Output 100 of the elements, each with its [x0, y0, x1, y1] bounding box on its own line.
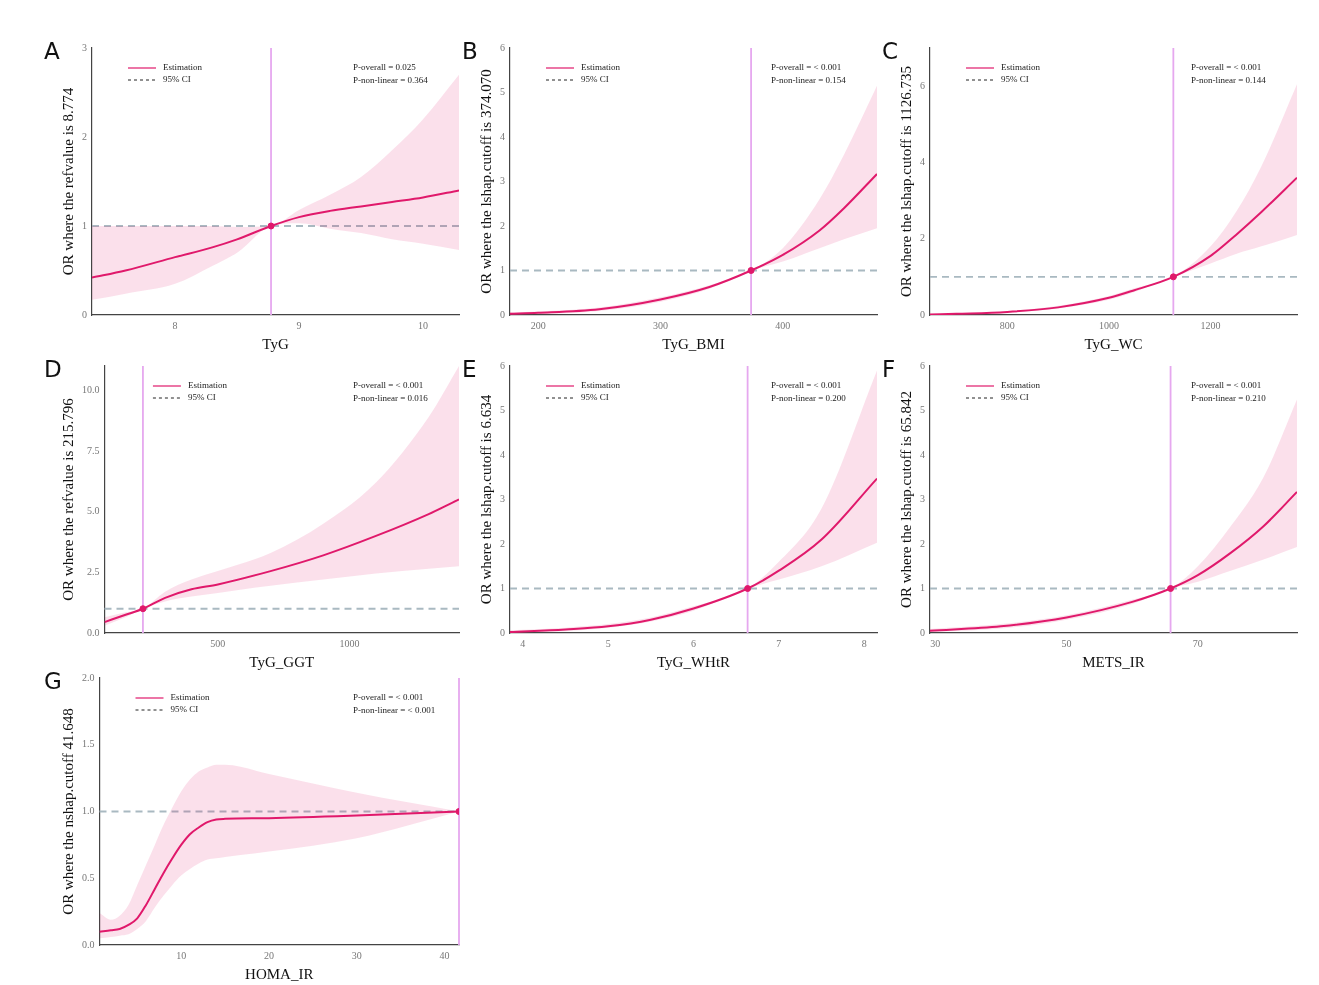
annotation: 95% CI — [1001, 74, 1029, 85]
y-tick-label: 2.0 — [82, 671, 95, 683]
y-tick-label: 0.0 — [87, 626, 100, 638]
x-tick-label: 10 — [418, 319, 429, 331]
y-tick-label: 3 — [500, 175, 505, 187]
x-axis-title: TyG_WHtR — [656, 653, 731, 670]
y-tick-label: 3 — [500, 493, 505, 505]
annotation: P-non-linear = 0.016 — [353, 393, 429, 404]
y-tick-label: 5 — [500, 404, 505, 416]
y-tick-label: 0 — [500, 308, 505, 320]
y-tick-label: 5 — [920, 404, 925, 416]
y-tick-label: 0 — [82, 308, 87, 320]
y-tick-label: 6 — [500, 359, 505, 371]
legend-label: Estimation — [581, 62, 621, 73]
y-tick-label: 7.5 — [87, 444, 100, 456]
y-axis-title: OR where the lshap.cutoff is 65.842 — [897, 391, 914, 608]
y-tick-label: 1 — [82, 219, 87, 231]
y-axis-title: OR where the lshap.cutoff is 1126.735 — [897, 65, 914, 298]
y-tick-label: 5.0 — [87, 505, 100, 517]
x-tick-label: 50 — [1061, 637, 1072, 649]
y-tick-label: 4 — [500, 448, 505, 460]
y-tick-label: 3 — [920, 493, 925, 505]
annotation: P-overall = < 0.001 — [771, 380, 842, 391]
y-tick-label: 4 — [500, 130, 505, 142]
annotation: 95% CI — [581, 74, 609, 85]
annotation: P-overall = 0.025 — [353, 62, 417, 73]
x-axis-title: HOMA_IR — [245, 965, 314, 982]
x-tick-label: 5 — [605, 637, 611, 649]
x-tick-label: 20 — [263, 949, 274, 961]
x-tick-label: 7 — [776, 637, 782, 649]
x-axis-title: METS_IR — [1082, 653, 1145, 670]
x-tick-label: 1200 — [1200, 319, 1221, 331]
annotation: P-non-linear = 0.210 — [1191, 393, 1267, 404]
y-tick-label: 2 — [500, 219, 505, 231]
annotation: P-overall = < 0.001 — [771, 62, 842, 73]
x-axis-title: TyG — [262, 335, 289, 352]
legend-label: Estimation — [581, 380, 621, 391]
x-tick-label: 30 — [351, 949, 362, 961]
x-tick-label: 800 — [999, 319, 1015, 331]
y-tick-label: 5 — [500, 86, 505, 98]
legend-label: Estimation — [1001, 62, 1041, 73]
annotation: P-non-linear = 0.154 — [771, 75, 847, 86]
y-axis-title: OR where the refvalue is 8.774 — [59, 87, 76, 276]
y-tick-label: 3 — [82, 41, 87, 53]
x-tick-label: 1000 — [339, 637, 360, 649]
y-tick-label: 1.0 — [82, 805, 95, 817]
annotation: 95% CI — [163, 74, 191, 85]
x-tick-label: 70 — [1192, 637, 1203, 649]
x-tick-label: 200 — [530, 319, 546, 331]
x-tick-label: 8 — [172, 319, 178, 331]
x-axis-title: TyG_WC — [1084, 335, 1143, 352]
y-tick-label: 1 — [920, 582, 925, 594]
legend-label: Estimation — [187, 380, 228, 391]
y-tick-label: 2 — [82, 130, 87, 142]
y-tick-label: 0 — [920, 308, 925, 320]
y-axis-title: OR where the lshap.cutoff is 6.634 — [477, 394, 494, 605]
x-axis-title: TyG_GGT — [249, 653, 315, 670]
y-tick-label: 0.0 — [82, 938, 95, 950]
x-tick-label: 400 — [775, 319, 791, 331]
y-axis-title: OR where the nshap.cutoff 41.648 — [59, 708, 76, 915]
annotation: 95% CI — [187, 392, 216, 403]
annotation: P-overall = < 0.001 — [1191, 380, 1262, 391]
y-tick-label: 0 — [920, 626, 925, 638]
legend-label: Estimation — [170, 692, 210, 703]
y-tick-label: 4 — [920, 156, 925, 168]
y-tick-label: 0.5 — [82, 871, 95, 883]
x-tick-label: 1000 — [1098, 319, 1119, 331]
x-tick-label: 40 — [439, 949, 450, 961]
x-tick-label: 300 — [652, 319, 668, 331]
annotation: P-non-linear = < 0.001 — [353, 705, 436, 716]
chart-title: C — [882, 38, 899, 64]
legend-label: Estimation — [163, 62, 203, 73]
chart-title: A — [44, 38, 60, 64]
y-tick-label: 0 — [500, 626, 505, 638]
x-tick-label: 8 — [861, 637, 867, 649]
y-axis-title: OR where the refvalue is 215.796 — [59, 397, 76, 601]
y-tick-label: 2 — [920, 232, 925, 244]
chart-title: G — [44, 668, 62, 694]
y-tick-label: 6 — [500, 41, 505, 53]
annotation: P-non-linear = 0.364 — [353, 75, 429, 86]
line-series — [92, 189, 459, 279]
y-tick-label: 2 — [500, 537, 505, 549]
y-tick-label: 1 — [500, 264, 505, 276]
legend-label: Estimation — [1001, 380, 1041, 391]
y-tick-label: 6 — [920, 79, 925, 91]
chart-title: B — [462, 38, 478, 64]
chart-title: E — [462, 356, 477, 382]
x-tick-label: 10 — [176, 949, 187, 961]
y-tick-label: 1.5 — [82, 738, 95, 750]
annotation: 95% CI — [170, 704, 199, 715]
y-tick-label: 2 — [920, 537, 925, 549]
x-tick-label: 500 — [210, 637, 226, 649]
y-axis-title: OR where the lshap.cutoff is 374.070 — [477, 69, 494, 294]
x-tick-label: 4 — [520, 637, 526, 649]
x-axis-title: TyG_BMI — [662, 335, 725, 352]
chart-title: F — [882, 356, 896, 382]
y-tick-label: 1 — [500, 582, 505, 594]
annotation: P-overall = < 0.001 — [353, 692, 424, 703]
x-tick-label: 30 — [930, 637, 941, 649]
annotation: P-non-linear = 0.200 — [771, 393, 847, 404]
